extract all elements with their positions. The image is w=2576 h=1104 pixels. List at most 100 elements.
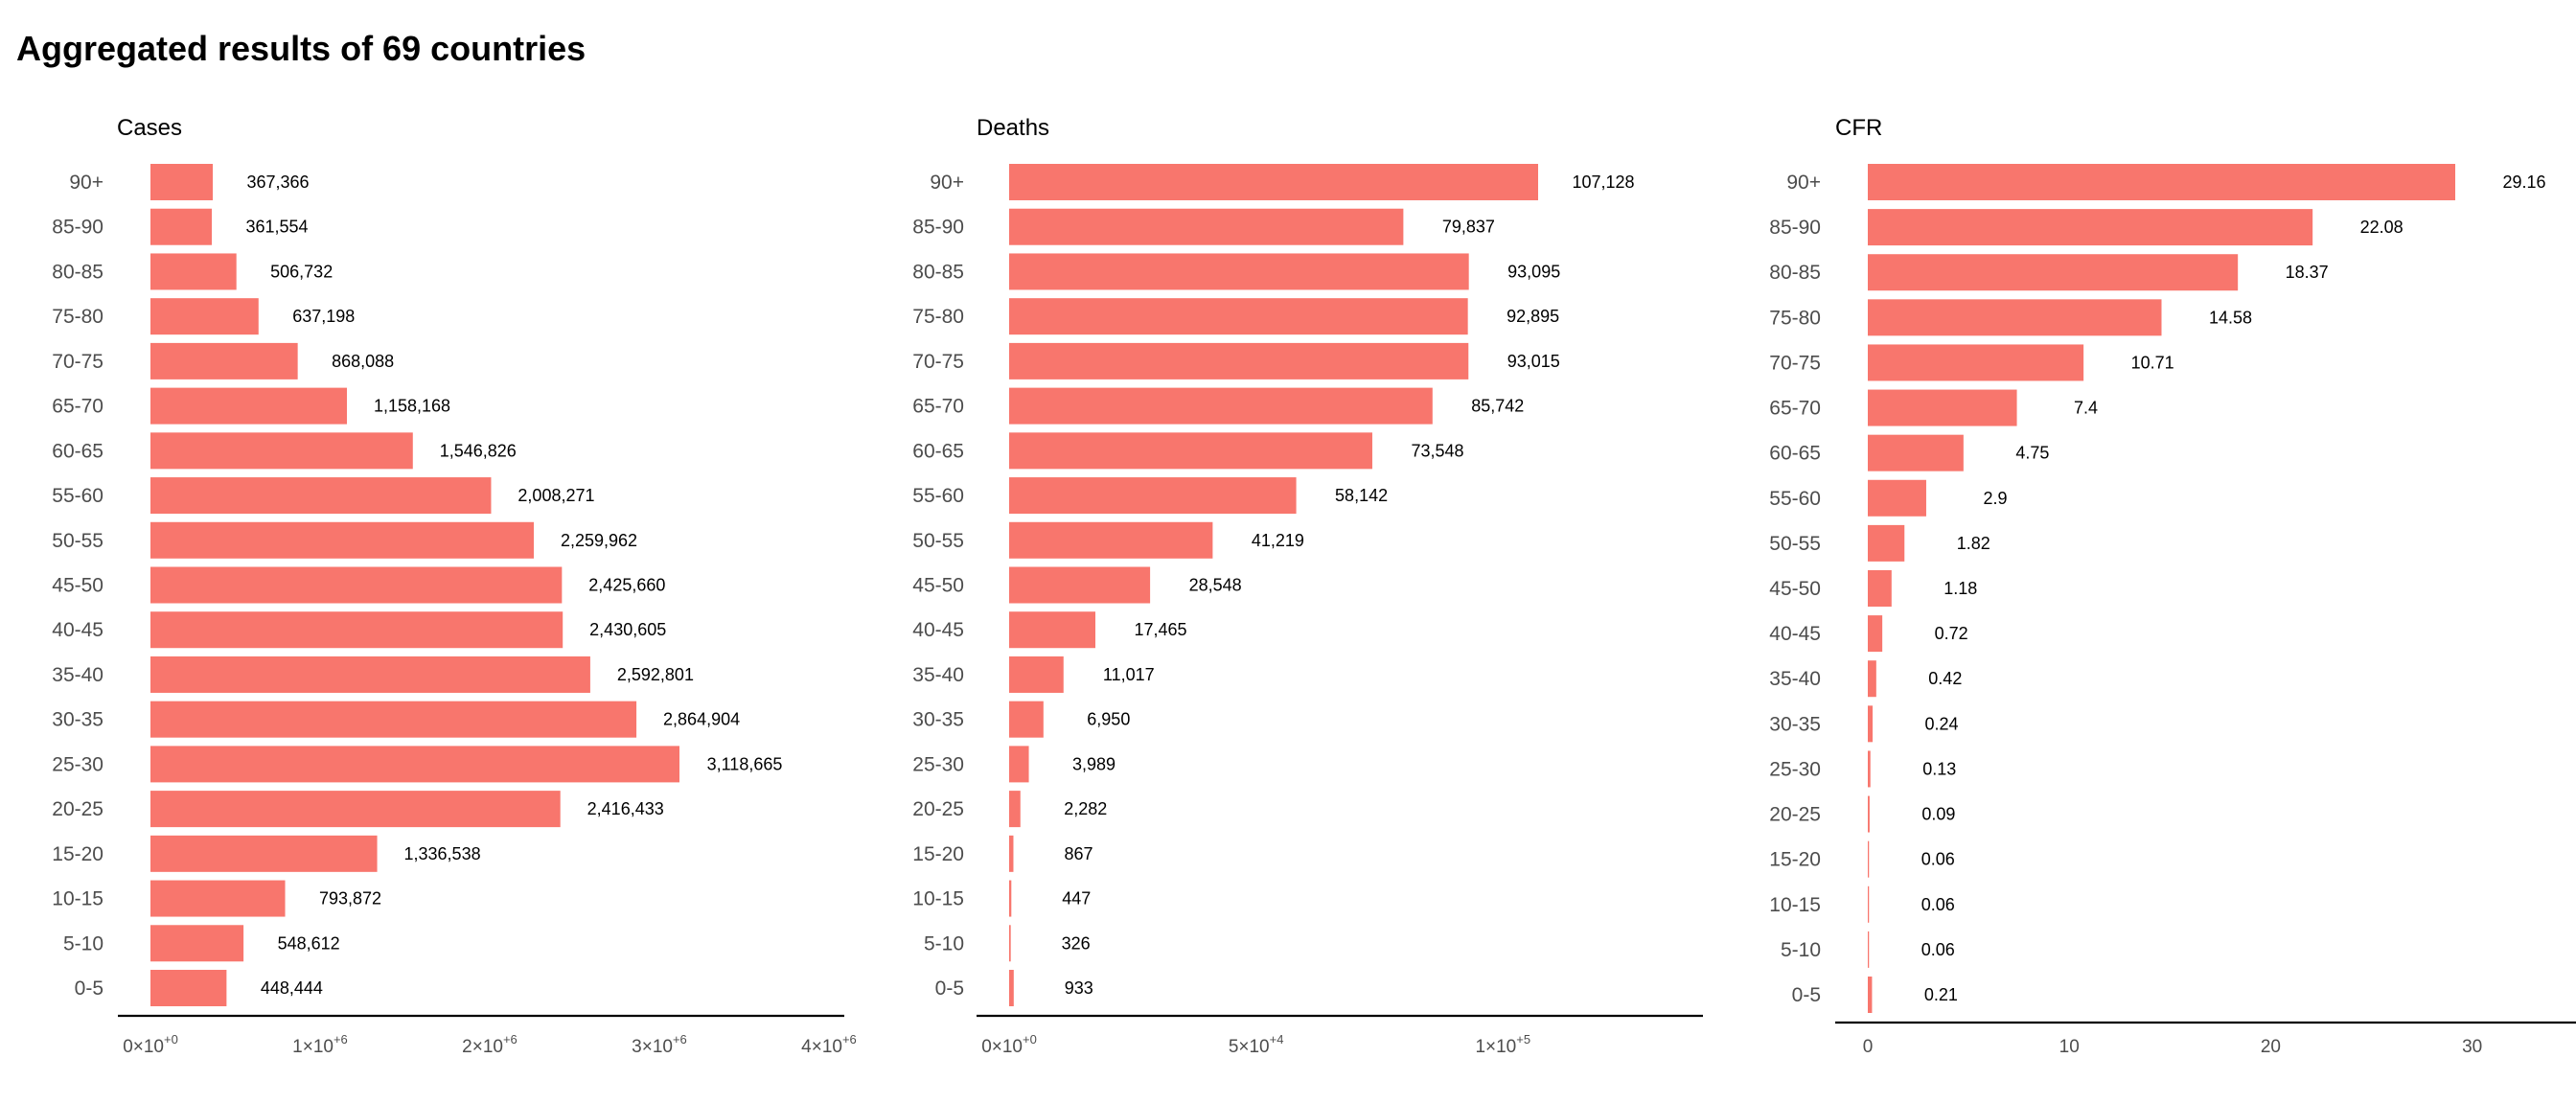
bar	[1009, 477, 1297, 515]
category-label: 50-55	[912, 530, 964, 552]
bar	[1868, 344, 2084, 381]
value-label: 2,259,962	[561, 531, 637, 550]
bar	[150, 791, 561, 828]
x-tick-label: 2×10+6	[462, 1032, 518, 1057]
bar	[150, 208, 212, 245]
bar	[150, 477, 492, 515]
tick-mantissa: 0×10	[981, 1037, 1023, 1057]
bar	[150, 656, 590, 693]
category-label: 90+	[1786, 172, 1821, 194]
bar	[150, 298, 259, 335]
bar	[1868, 570, 1892, 607]
value-label: 1,158,168	[374, 397, 450, 416]
category-label: 25-30	[912, 753, 964, 775]
bar	[150, 925, 244, 962]
bar	[1868, 931, 1870, 968]
bar	[1009, 791, 1021, 828]
value-label: 73,548	[1411, 441, 1463, 460]
bar	[1868, 705, 1874, 743]
value-label: 1.18	[1944, 579, 1977, 598]
category-label: 10-15	[52, 888, 104, 910]
value-label: 2,416,433	[587, 799, 664, 818]
x-tick-label: 1×10+5	[1475, 1032, 1530, 1057]
x-tick-label: 5×10+4	[1229, 1032, 1284, 1057]
bar	[150, 164, 214, 200]
x-tick-label: 30	[2462, 1037, 2482, 1057]
category-label: 70-75	[912, 351, 964, 373]
value-label: 22.08	[2360, 218, 2404, 237]
value-label: 93,015	[1507, 352, 1560, 371]
bar	[1009, 835, 1014, 872]
category-label: 5-10	[1781, 939, 1821, 961]
tick-exponent: +6	[503, 1032, 518, 1046]
tick-mantissa: 2×10	[462, 1037, 503, 1057]
category-label: 15-20	[912, 843, 964, 865]
category-label: 40-45	[52, 619, 104, 641]
category-label: 90+	[930, 172, 964, 194]
x-tick-label: 0×10+0	[123, 1032, 178, 1057]
category-label: 50-55	[1769, 533, 1821, 555]
category-label: 30-35	[1769, 713, 1821, 735]
value-label: 1,336,538	[404, 844, 481, 863]
value-label: 867	[1064, 844, 1092, 863]
bar	[1009, 521, 1213, 559]
value-label: 0.21	[1924, 985, 1958, 1004]
tick-exponent: +4	[1270, 1032, 1284, 1046]
category-label: 90+	[69, 172, 104, 194]
tick-exponent: +0	[1023, 1032, 1037, 1046]
value-label: 793,872	[319, 889, 381, 908]
tick-mantissa: 1×10	[292, 1037, 334, 1057]
category-label: 30-35	[912, 709, 964, 731]
bar	[1868, 615, 1883, 653]
value-label: 448,444	[261, 978, 323, 998]
value-label: 10.71	[2131, 353, 2174, 372]
value-label: 92,895	[1506, 307, 1559, 326]
category-label: 60-65	[52, 440, 104, 462]
value-label: 0.09	[1921, 805, 1955, 824]
value-label: 6,950	[1087, 710, 1130, 729]
bar	[150, 521, 535, 559]
value-label: 2,008,271	[518, 486, 594, 505]
bar	[1868, 750, 1871, 788]
bar	[1009, 566, 1151, 604]
bar	[1868, 660, 1876, 698]
category-label: 70-75	[1769, 352, 1821, 374]
x-tick-label: 0×10+0	[981, 1032, 1037, 1057]
bar	[1868, 840, 1870, 878]
panel-title: Deaths	[977, 115, 1049, 141]
value-label: 0.06	[1921, 940, 1955, 959]
bar	[1868, 434, 1964, 472]
category-label: 15-20	[1769, 849, 1821, 871]
bar	[1009, 970, 1014, 1006]
value-label: 28,548	[1189, 576, 1242, 595]
bar	[150, 611, 564, 649]
value-label: 0.13	[1922, 759, 1956, 778]
category-label: 85-90	[912, 217, 964, 239]
bar	[1009, 208, 1404, 245]
category-label: 75-80	[1769, 307, 1821, 329]
bar	[1009, 342, 1469, 380]
value-label: 14.58	[2209, 308, 2252, 327]
tick-mantissa: 1×10	[1475, 1037, 1516, 1057]
value-label: 326	[1062, 933, 1091, 953]
category-label: 85-90	[52, 217, 104, 239]
tick-exponent: +6	[334, 1032, 348, 1046]
value-label: 2,425,660	[588, 576, 665, 595]
value-label: 93,095	[1507, 262, 1560, 281]
category-label: 75-80	[52, 306, 104, 328]
category-label: 35-40	[1769, 668, 1821, 690]
value-label: 0.72	[1935, 624, 1968, 643]
bar	[150, 701, 637, 738]
category-label: 55-60	[912, 485, 964, 507]
bar	[1009, 701, 1044, 738]
value-label: 85,742	[1471, 397, 1524, 416]
value-label: 107,128	[1572, 172, 1634, 192]
x-tick-label: 1×10+6	[292, 1032, 348, 1057]
category-label: 60-65	[1769, 443, 1821, 465]
tick-mantissa: 5×10	[1229, 1037, 1270, 1057]
value-label: 0.06	[1921, 850, 1955, 869]
value-label: 2,430,605	[589, 620, 666, 639]
bar	[1009, 164, 1538, 200]
value-label: 548,612	[278, 933, 340, 953]
